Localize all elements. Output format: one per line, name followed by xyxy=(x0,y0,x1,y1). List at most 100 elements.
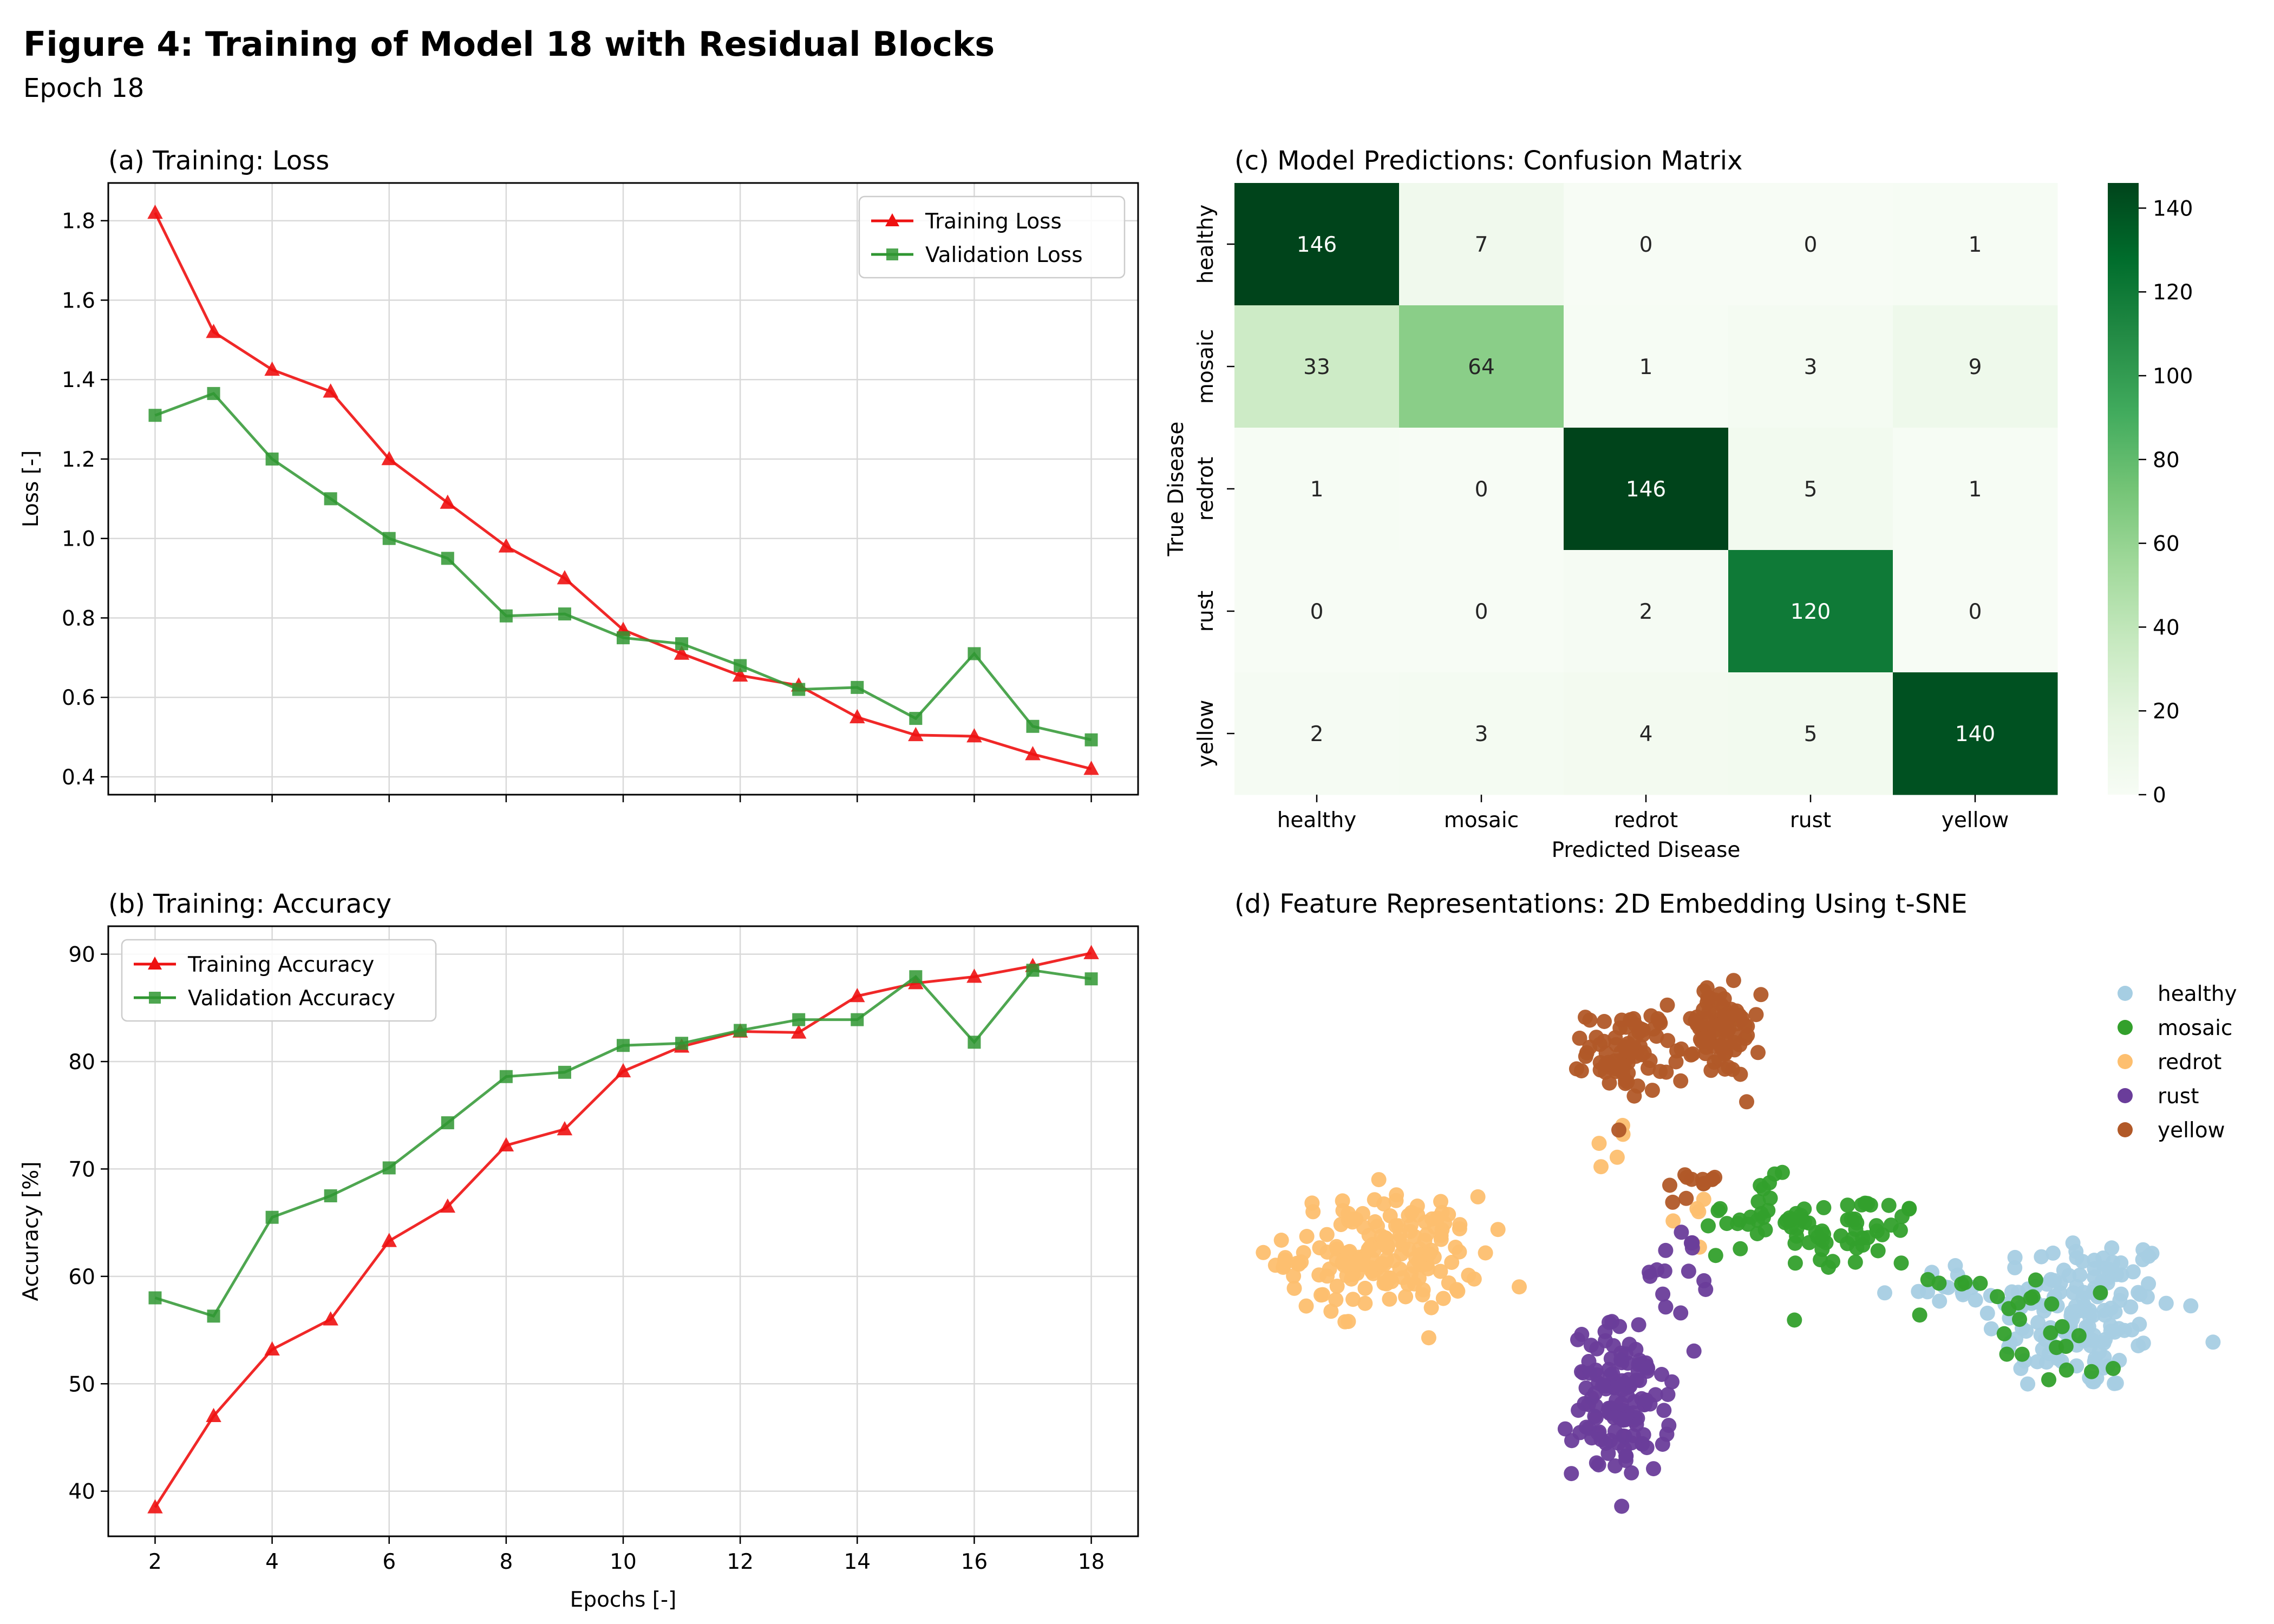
data-point xyxy=(617,631,630,645)
scatter-point-mosaic xyxy=(1753,1178,1768,1193)
data-point xyxy=(850,709,865,724)
x-axis-label: Epochs [-] xyxy=(570,1588,677,1612)
data-point xyxy=(674,645,690,660)
scatter-point-mosaic xyxy=(1972,1275,1988,1291)
legend-box xyxy=(121,939,437,1022)
scatter-point-mosaic xyxy=(1767,1166,1782,1182)
scatter-point-healthy xyxy=(2103,1300,2119,1316)
heatmap-cell xyxy=(1399,183,1564,306)
scatter-point-mosaic xyxy=(1787,1312,1802,1328)
data-point xyxy=(792,1013,806,1026)
scatter-point-healthy xyxy=(2020,1376,2036,1392)
scatter-point-redrot xyxy=(1256,1245,1271,1260)
legend-label: yellow xyxy=(2158,1118,2225,1143)
scatter-point-mosaic xyxy=(2001,1301,2017,1317)
data-point xyxy=(206,324,221,338)
x-axis-label: Predicted Disease xyxy=(1552,838,1741,862)
scatter-point-rust xyxy=(1611,1435,1626,1451)
heatmap-cell xyxy=(1234,550,1400,673)
legend-marker xyxy=(149,992,161,1004)
scatter-point-rust xyxy=(1589,1341,1605,1357)
chart-title: (c) Model Predictions: Confusion Matrix xyxy=(1234,146,1743,176)
scatter-point-redrot xyxy=(1305,1204,1321,1220)
scatter-point-redrot xyxy=(1298,1298,1314,1314)
scatter-point-redrot xyxy=(1423,1300,1439,1315)
scatter-point-yellow xyxy=(1750,1045,1766,1060)
colorbar xyxy=(2108,183,2139,795)
colorbar-tick-label: 100 xyxy=(2153,364,2193,389)
scatter-point-mosaic xyxy=(1860,1230,1876,1246)
scatter-point-yellow xyxy=(1592,1062,1608,1078)
scatter-point-mosaic xyxy=(1760,1203,1776,1219)
scatter-point-redrot xyxy=(1478,1245,1493,1261)
scatter-point-mosaic xyxy=(1954,1276,1970,1292)
scatter-point-mosaic xyxy=(2012,1312,2027,1327)
y-tick-label: 1.8 xyxy=(62,209,95,234)
heatmap-cell xyxy=(1893,183,2058,306)
scatter-point-mosaic xyxy=(1701,1218,1716,1234)
scatter-point-redrot xyxy=(1382,1291,1397,1307)
scatter-point-redrot xyxy=(1452,1221,1467,1236)
chart-title: (a) Training: Loss xyxy=(108,146,329,176)
legend: Training Accuracy Validation Accuracy xyxy=(121,939,437,1022)
data-point xyxy=(265,1210,279,1224)
scatter-point-redrot xyxy=(1429,1210,1445,1226)
cell-value: 7 xyxy=(1475,233,1488,257)
scatter-point-rust xyxy=(1577,1396,1592,1411)
scatter-point-yellow xyxy=(1669,1043,1684,1059)
data-point xyxy=(147,205,163,219)
data-point xyxy=(790,1024,807,1039)
scatter-point-healthy xyxy=(2183,1298,2199,1314)
scatter-point-rust xyxy=(1642,1265,1657,1280)
data-point xyxy=(909,970,923,984)
y-tick-label: 40 xyxy=(68,1480,95,1504)
scatter-point-healthy xyxy=(1877,1285,1892,1301)
data-point xyxy=(968,647,981,660)
scatter-point-yellow xyxy=(1572,1030,1587,1046)
scatter-point-rust xyxy=(1591,1457,1606,1472)
scatter-point-mosaic xyxy=(1857,1195,1873,1211)
scatter-point-redrot xyxy=(1345,1292,1361,1307)
cell-value: 2 xyxy=(1310,722,1324,746)
scatter-point-healthy xyxy=(2141,1248,2157,1264)
data-point xyxy=(850,987,865,1003)
heatmap-cell xyxy=(1234,672,1400,795)
scatter-point-healthy xyxy=(1920,1284,1936,1300)
y-axis-label: Loss [-] xyxy=(19,450,43,527)
cell-value: 0 xyxy=(1475,600,1488,624)
y-axis-label: True Disease xyxy=(1164,422,1188,557)
data-point xyxy=(147,1499,163,1514)
y-tick-label: healthy xyxy=(1194,205,1218,284)
scatter-point-healthy xyxy=(2045,1245,2061,1261)
scatter-point-healthy xyxy=(1968,1292,1983,1308)
scatter-point-rust xyxy=(1661,1418,1677,1433)
legend-label: rust xyxy=(2158,1084,2199,1109)
scatter-point-healthy xyxy=(2104,1240,2120,1256)
scatter-point-redrot xyxy=(1357,1280,1373,1296)
scatter-point-mosaic xyxy=(1912,1307,1927,1323)
scatter-point-mosaic xyxy=(2025,1289,2041,1305)
scatter-point-redrot xyxy=(1299,1229,1315,1244)
data-point xyxy=(558,1065,571,1079)
scatter-point-mosaic xyxy=(2044,1296,2060,1312)
scatter-point-rust xyxy=(1606,1380,1622,1396)
scatter-point-healthy xyxy=(2139,1289,2155,1305)
scatter-point-redrot xyxy=(1376,1196,1391,1212)
y-tick-label: 1.6 xyxy=(62,289,95,313)
data-point xyxy=(557,570,573,585)
scatter-point-mosaic xyxy=(2014,1346,2030,1362)
heatmap-cell xyxy=(1564,305,1729,428)
colorbar-tick-label: 140 xyxy=(2153,197,2193,221)
scatter-point-healthy xyxy=(2072,1267,2088,1283)
scatter-point-healthy xyxy=(2107,1324,2122,1340)
colorbar-tick-label: 40 xyxy=(2153,615,2180,640)
data-point xyxy=(968,1036,981,1049)
scatter-point-healthy xyxy=(2141,1276,2157,1292)
scatter-point-yellow xyxy=(1700,1031,1716,1047)
y-tick-label: 1.0 xyxy=(62,527,95,552)
scatter-point-rust xyxy=(1658,1242,1674,1258)
scatter-point-yellow xyxy=(1659,997,1675,1013)
y-tick-label: 80 xyxy=(68,1050,95,1075)
scatter-point-rust xyxy=(1617,1412,1633,1427)
